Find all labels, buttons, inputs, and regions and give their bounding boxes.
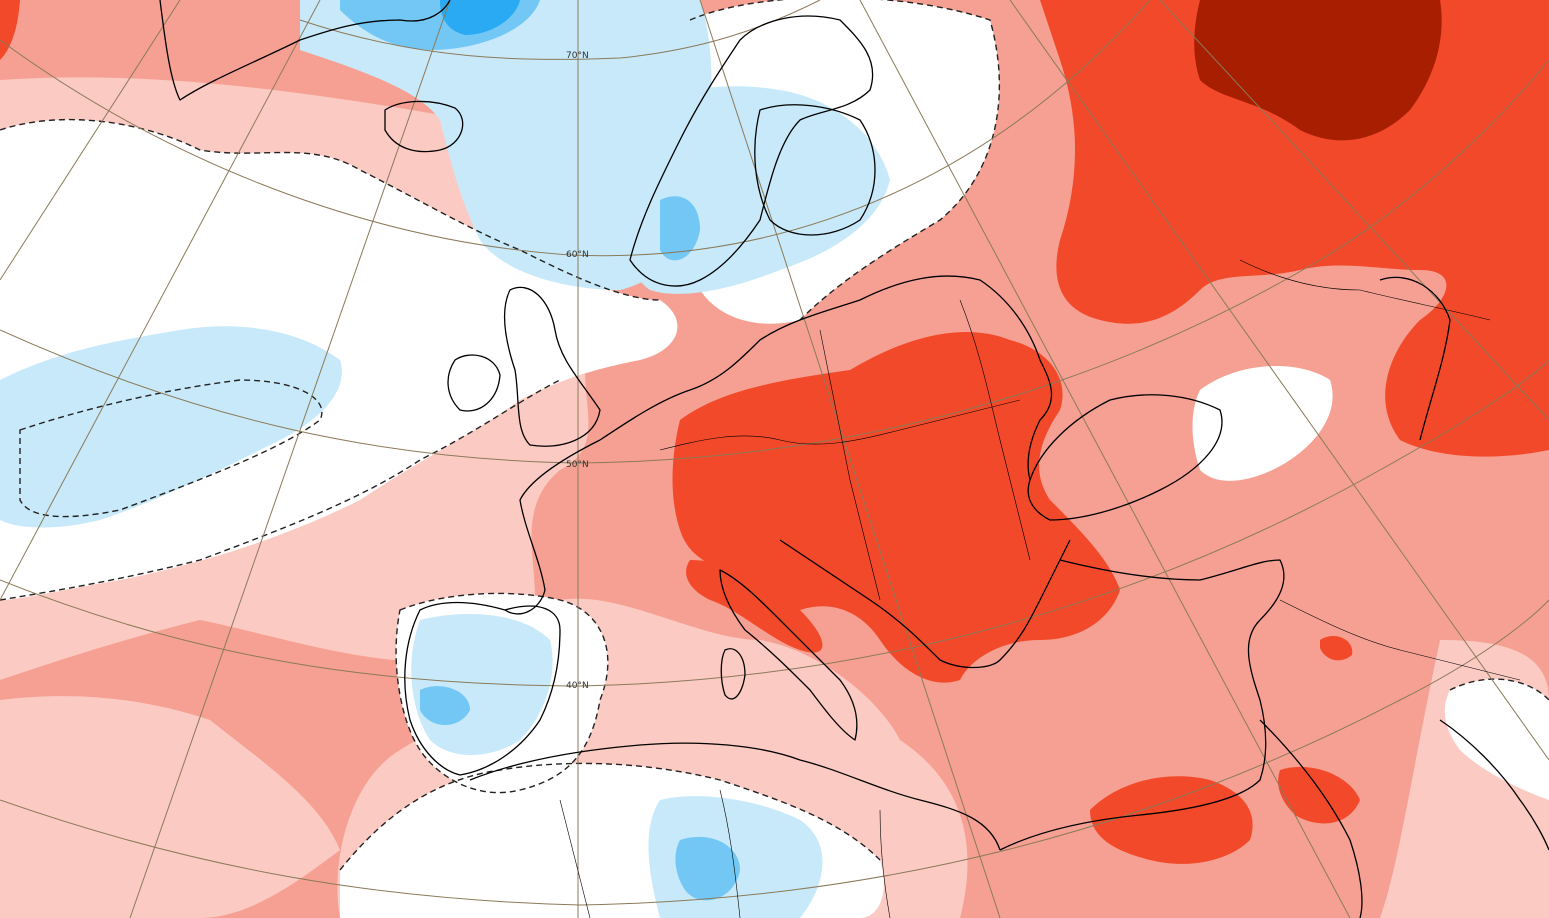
lat-label-50: 50°N	[566, 460, 589, 470]
latitude-labels: 70°N 60°N 50°N 40°N	[566, 51, 589, 691]
contour-atlantic-south	[0, 379, 561, 601]
coastlines	[159, 0, 1549, 918]
zero-contours	[0, 0, 1549, 871]
coast-levant-egypt	[999, 699, 1267, 851]
meridian-20w	[0, 0, 321, 601]
zone-light-blue-atlantic-band	[0, 326, 342, 528]
coast-sardinia	[720, 648, 746, 700]
latitude-line-60	[0, 0, 1151, 257]
coast-western-europe	[599, 275, 1053, 481]
zone-medium-blue-scandinavia	[660, 196, 700, 261]
border-kazakhstan	[1239, 259, 1491, 321]
lat-label-40: 40°N	[566, 681, 589, 691]
coast-italy	[719, 569, 858, 741]
contour-north-africa	[339, 762, 881, 871]
coast-scandinavia	[629, 15, 874, 287]
zone-light-blue-norwegian-sea	[300, 0, 712, 290]
zone-neutral-far-east	[1444, 679, 1549, 800]
zone-strong-red-italy	[686, 560, 823, 653]
coast-france-biscay	[504, 439, 601, 615]
latitude-line-50	[0, 59, 1549, 464]
latitude-line-40	[0, 359, 1549, 687]
lat-label-60: 60°N	[566, 250, 589, 260]
border-russia-west	[959, 299, 1031, 561]
borders	[559, 259, 1521, 918]
coast-british-isles	[503, 286, 601, 447]
zone-strong-red-levant	[1320, 635, 1353, 661]
contour-far-east	[1449, 678, 1549, 701]
coast-red-sea	[1259, 719, 1363, 918]
zone-strong-red-middle-east	[1090, 776, 1253, 864]
meridian-10w	[129, 0, 451, 918]
zone-light-red-atlantic-south	[0, 696, 340, 918]
zone-deep-red-russia	[1194, 0, 1442, 141]
zone-medium-blue-iberia	[420, 686, 470, 725]
meridian-30w	[0, 0, 181, 281]
strong-red-zones	[0, 0, 1549, 864]
zone-medium-blue-sahara	[675, 836, 740, 901]
contour-iberia	[395, 592, 609, 794]
meridian-40e	[1159, 0, 1549, 421]
coast-balkans	[779, 539, 1071, 669]
coast-anatolia	[1059, 559, 1285, 701]
contour-atlantic-band	[19, 379, 323, 518]
border-middle-east	[1279, 599, 1521, 681]
coast-iberia	[404, 601, 561, 776]
contour-atlantic	[0, 118, 661, 301]
border-north-africa	[559, 789, 891, 918]
zone-strong-red-nw-corner	[0, 0, 20, 60]
coast-greenland	[159, 0, 451, 101]
zone-strong-blue-greenland	[440, 0, 520, 35]
coast-ireland	[447, 354, 501, 412]
meridian-30e	[1009, 0, 1549, 761]
zone-neutral-caucasus	[1192, 366, 1333, 481]
border-central-europe	[659, 399, 1021, 451]
coast-black-sea	[1027, 394, 1223, 521]
coast-caspian	[1379, 276, 1451, 441]
lat-label-70: 70°N	[566, 51, 589, 61]
meridian-20e	[859, 0, 1351, 918]
latitude-line-30	[0, 599, 1549, 906]
coast-north-africa	[469, 742, 1001, 851]
border-eastern-europe	[819, 329, 881, 601]
zone-strong-red-arabia	[1278, 766, 1360, 824]
coast-finland	[754, 104, 876, 236]
coast-gulf	[1439, 719, 1549, 851]
meridian-10e	[699, 0, 1001, 918]
zone-strong-red-russia	[1040, 0, 1549, 457]
coast-iceland	[384, 100, 464, 153]
